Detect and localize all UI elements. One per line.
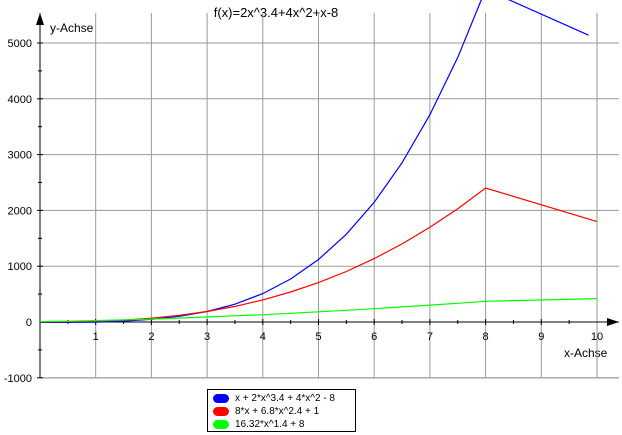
- x-tick-label: 3: [204, 331, 210, 343]
- legend-swatch-green: [213, 420, 229, 429]
- x-tick-label: 2: [148, 331, 154, 343]
- y-tick-label: 1000: [8, 261, 32, 273]
- tick-labels: 1 2 3 4 5 6 7 8 9 10 -1000 0 1000 2000 3000 4000 5000: [4, 38, 603, 385]
- y-tick-label: 2000: [8, 205, 32, 217]
- legend-swatch-blue: [213, 394, 229, 403]
- x-tick-label: 9: [538, 331, 544, 343]
- y-tick-label: 3000: [8, 150, 32, 162]
- legend-item-green: 16.32*x^1.4 + 8: [213, 418, 304, 431]
- x-tick-label: 8: [483, 331, 489, 343]
- legend-label: 8*x + 6.8*x^2.4 + 1: [235, 406, 320, 417]
- legend-item-blue: x + 2*x^3.4 + 4*x^2 - 8: [213, 392, 335, 405]
- x-tick-label: 7: [427, 331, 433, 343]
- legend-label: x + 2*x^3.4 + 4*x^2 - 8: [235, 393, 335, 404]
- legend-label: 16.32*x^1.4 + 8: [235, 419, 305, 430]
- legend-item-red: 8*x + 6.8*x^2.4 + 1: [213, 405, 319, 418]
- axes: [36, 13, 619, 379]
- series-lines: [39, 0, 598, 323]
- x-tick-label: 4: [260, 331, 266, 343]
- y-tick-label: 0: [26, 317, 32, 329]
- legend-swatch-red: [213, 407, 229, 416]
- x-tick-label: 10: [591, 331, 603, 343]
- y-axis-arrow: [36, 13, 44, 25]
- x-axis-arrow: [607, 318, 619, 326]
- series-line-3: [39, 298, 598, 323]
- y-tick-label: -1000: [4, 373, 32, 385]
- chart-title: f(x)=2x^3.4+4x^2+x-8: [214, 5, 339, 20]
- y-axis-label: y-Achse: [50, 21, 94, 35]
- x-axis-label: x-Achse: [564, 346, 608, 360]
- x-tick-label: 5: [315, 331, 321, 343]
- x-tick-label: 6: [371, 331, 377, 343]
- legend: x + 2*x^3.4 + 4*x^2 - 8 8*x + 6.8*x^2.4 …: [207, 389, 356, 432]
- grid-lines: [40, 13, 619, 379]
- y-tick-label: 5000: [8, 38, 32, 50]
- y-tick-label: 4000: [8, 94, 32, 106]
- series-line-1: [40, 0, 589, 323]
- x-tick-label: 1: [93, 331, 99, 343]
